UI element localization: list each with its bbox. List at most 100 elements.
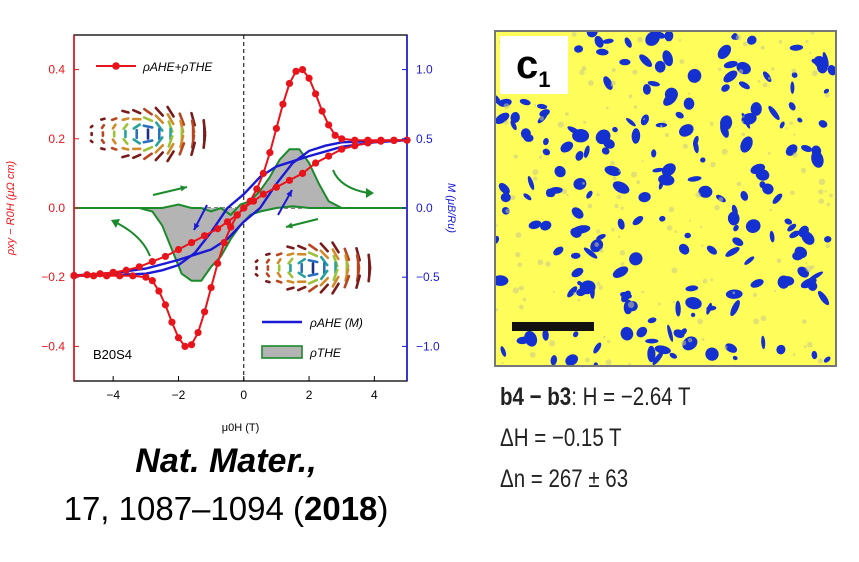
noise-speck	[697, 318, 703, 325]
noise-speck	[743, 41, 748, 47]
noise-speck	[768, 77, 771, 80]
noise-speck	[537, 259, 544, 266]
magnetic-domain	[601, 147, 610, 155]
magnetic-domain	[687, 68, 702, 83]
noise-speck	[616, 194, 622, 200]
noise-speck	[752, 292, 757, 297]
magnetic-domain	[706, 245, 717, 255]
spin-arrow	[142, 139, 154, 144]
spin-arrow	[121, 117, 130, 122]
total-point	[351, 136, 359, 144]
sample-label: B20S4	[93, 347, 132, 362]
magnetic-domain	[779, 121, 785, 129]
spin-arrow	[155, 136, 164, 147]
noise-speck	[515, 251, 521, 258]
noise-speck	[687, 338, 693, 343]
spin-arrow	[100, 117, 106, 121]
magnetic-domain	[725, 289, 743, 299]
spin-arrow	[297, 271, 306, 279]
magnetic-domain	[717, 44, 732, 60]
spin-arrow	[254, 272, 259, 277]
noise-speck	[561, 188, 568, 195]
noise-speck	[643, 118, 646, 121]
spin-arrow	[331, 275, 340, 288]
magnetic-domain	[612, 181, 630, 194]
magnetic-domain	[768, 105, 780, 121]
noise-speck	[505, 208, 510, 214]
noise-speck	[718, 197, 724, 202]
magnetic-domain	[596, 48, 609, 56]
noise-speck	[807, 341, 813, 348]
noise-speck	[612, 176, 617, 180]
citation-journal: Nat. Mater.,	[135, 442, 317, 480]
magnetic-domain	[496, 235, 500, 244]
magnetic-domain	[791, 72, 798, 78]
spin-arrow	[142, 145, 154, 152]
magnetic-domain	[685, 285, 699, 292]
magnetic-domain	[621, 290, 631, 303]
noise-speck	[660, 124, 663, 128]
magnetic-domain	[620, 326, 634, 341]
spin-arrow	[319, 283, 330, 294]
noise-speck	[579, 69, 585, 76]
total-point	[325, 121, 333, 129]
noise-speck	[721, 148, 728, 155]
spin-arrow	[202, 133, 207, 150]
magnetic-domain	[553, 246, 564, 256]
magnetic-domain	[612, 126, 618, 133]
magnetic-domain	[651, 149, 657, 158]
ahe-line-up	[73, 139, 408, 277]
noise-speck	[605, 106, 609, 110]
total-point	[194, 328, 202, 337]
noise-speck	[501, 361, 504, 365]
total-point	[272, 183, 281, 191]
total-point	[364, 139, 372, 147]
magnetic-domain	[682, 336, 698, 351]
spin-arrow	[297, 257, 306, 265]
spin-arrow	[320, 255, 329, 267]
magnetic-domain	[740, 136, 753, 153]
magnetic-domain	[759, 181, 766, 189]
spin-arrow	[122, 137, 129, 145]
magnetic-domain	[700, 157, 706, 163]
magnetic-domain	[573, 177, 587, 190]
skyrmion-inset-bottom	[254, 241, 372, 295]
citation-volume-pages: 17, 1087–1094 (	[63, 490, 304, 527]
sweep-arrow-up-right-head	[366, 188, 374, 198]
magnetic-domain	[548, 186, 563, 194]
noise-speck	[577, 298, 580, 302]
magnetic-domain	[612, 266, 629, 278]
spin-arrow	[110, 117, 118, 122]
spin-arrow	[100, 124, 106, 130]
noise-speck	[496, 224, 498, 227]
the-line-down	[74, 205, 407, 282]
magnetic-domain	[638, 191, 651, 203]
noise-speck	[789, 121, 793, 125]
total-point	[187, 341, 196, 349]
x-tick-label: 2	[306, 388, 313, 402]
magnetic-domain	[750, 279, 764, 288]
noise-speck	[664, 133, 669, 137]
magnetic-domain	[583, 145, 590, 158]
noise-speck	[724, 345, 728, 349]
noise-speck	[701, 244, 704, 247]
magnetic-domain	[741, 113, 757, 125]
total-point	[148, 258, 156, 266]
magnetic-domain	[498, 182, 510, 195]
sweep-arrow-up-left-head	[180, 185, 187, 192]
magnetic-domain	[496, 112, 510, 125]
magnetic-domain	[571, 207, 584, 219]
magnetic-domain	[744, 256, 755, 265]
spin-arrow	[143, 107, 153, 116]
noise-speck	[513, 154, 518, 159]
noise-speck	[774, 289, 777, 293]
magnetic-domain	[560, 141, 574, 153]
noise-speck	[632, 69, 638, 75]
noise-speck	[518, 285, 524, 291]
noise-speck	[496, 308, 498, 312]
caption-line-2: ΔH = −0.15 T	[500, 424, 622, 452]
magnetic-domain	[661, 163, 676, 177]
noise-speck	[603, 335, 606, 339]
spin-arrow	[132, 123, 141, 130]
magnetic-domain	[675, 111, 684, 119]
